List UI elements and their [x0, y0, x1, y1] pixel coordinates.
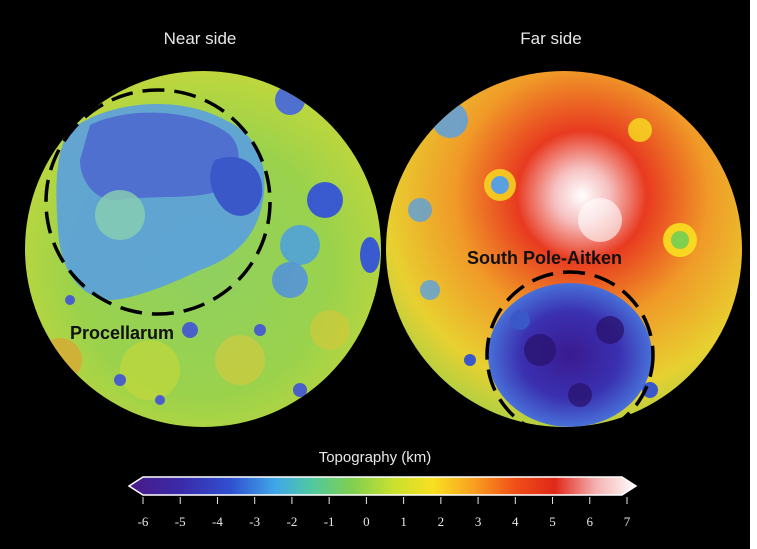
colorbar-tick-label: 5 [549, 514, 556, 529]
colorbar-tick-label: 1 [400, 514, 407, 529]
far-side-hemisphere [386, 71, 742, 440]
near-side-hemisphere [25, 71, 381, 427]
far-side-title: Far side [520, 29, 582, 48]
procellarum-label: Procellarum [70, 323, 174, 343]
colorbar-tick-label: 2 [438, 514, 445, 529]
colorbar-ramp [127, 476, 638, 496]
near-side-title: Near side [163, 29, 237, 48]
colorbar-tick-label: 6 [587, 514, 594, 529]
colorbar-ticks [142, 497, 628, 504]
south-pole-aitken-outline [485, 270, 655, 440]
colorbar-tick-label: 7 [624, 514, 631, 529]
colorbar: -6 -5 -4 -3 -2 -1 0 1 2 3 4 5 6 7 [127, 476, 638, 529]
colorbar-tick-label: 0 [363, 514, 370, 529]
colorbar-title: Topography (km) [318, 449, 432, 466]
colorbar-tick-label: -1 [324, 514, 335, 529]
colorbar-tick-label: 3 [475, 514, 482, 529]
colorbar-tick-label: -6 [138, 514, 149, 529]
procellarum-outline [44, 88, 272, 316]
colorbar-tick-label: -4 [212, 514, 223, 529]
colorbar-tick-label: -3 [249, 514, 260, 529]
colorbar-tick-label: 4 [512, 514, 519, 529]
colorbar-tick-label: -5 [175, 514, 186, 529]
colorbar-tick-label: -2 [287, 514, 298, 529]
colorbar-tick-labels: -6 -5 -4 -3 -2 -1 0 1 2 3 4 5 6 7 [138, 514, 631, 529]
south-pole-aitken-label: South Pole-Aitken [467, 248, 622, 268]
